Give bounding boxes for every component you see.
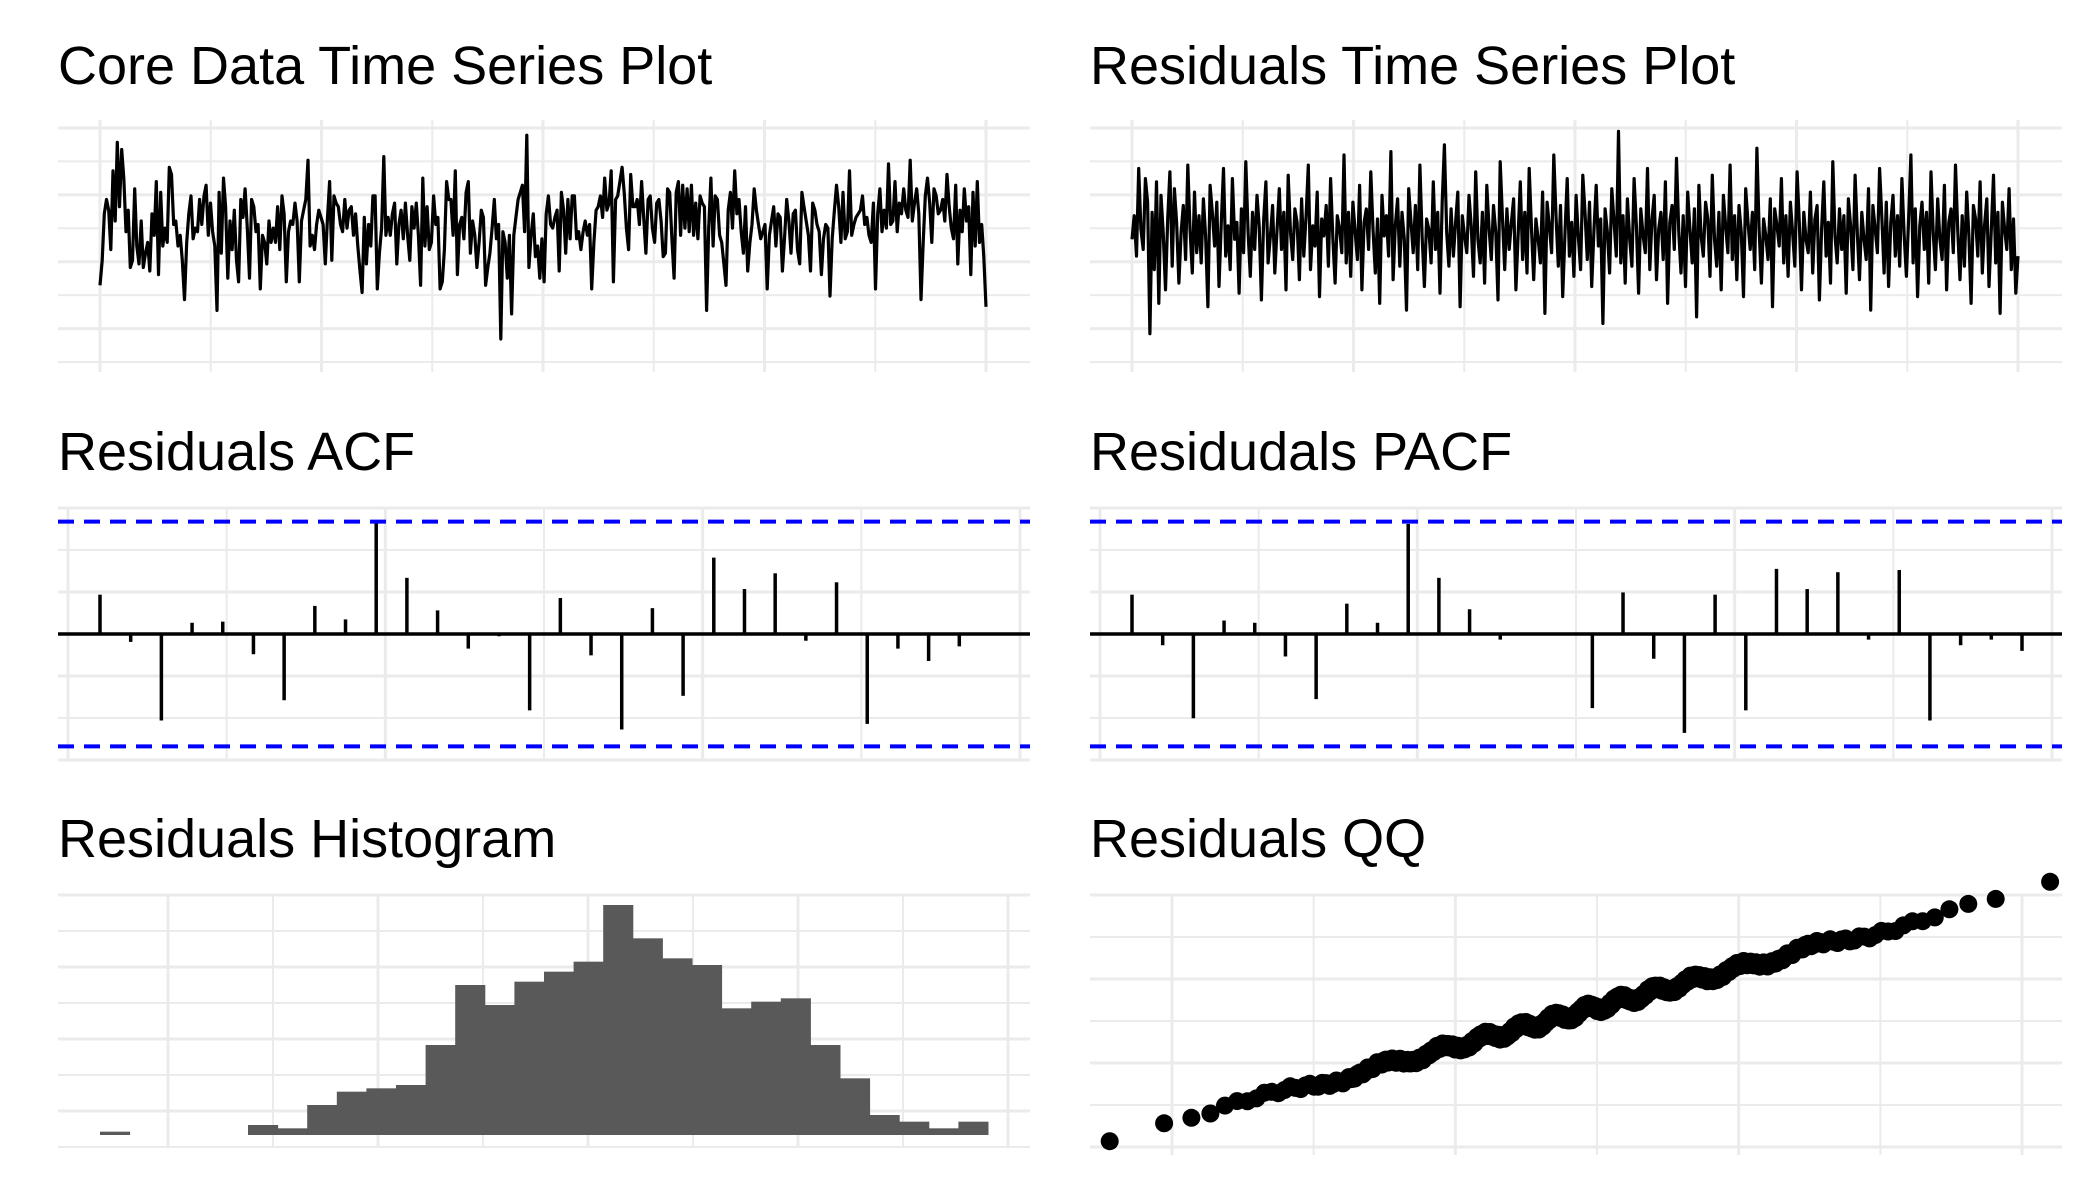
histogram-bars — [100, 905, 989, 1135]
hist-bar — [544, 971, 575, 1135]
qq-point — [1940, 900, 1959, 919]
pacf-title: Residudals PACF — [1090, 422, 1512, 482]
qq-point — [1201, 1104, 1220, 1123]
qq-title: Residuals QQ — [1090, 809, 1426, 869]
core-series — [98, 133, 988, 341]
hist-bar — [958, 1121, 989, 1135]
qq-point — [1959, 894, 1978, 913]
hist-bar — [277, 1128, 308, 1135]
qq-point — [1155, 1114, 1174, 1133]
qq-point — [2041, 872, 2060, 891]
qq-point — [1925, 908, 1944, 927]
panel-histogram: Residuals Histogram — [58, 809, 1030, 1148]
panel-residuals-ts: Residuals Time Series Plot — [1090, 36, 2062, 372]
qq-point — [1986, 889, 2005, 908]
panel-qq: Residuals QQ — [1090, 809, 2062, 1155]
qq-points — [1100, 872, 2060, 1151]
acf-marks — [58, 519, 1030, 749]
hist-bar — [721, 1008, 752, 1135]
hist-bar — [100, 1131, 131, 1135]
core-line — [98, 133, 988, 341]
hist-bar — [840, 1078, 871, 1135]
hist-bar — [396, 1085, 427, 1135]
hist-bar — [366, 1088, 397, 1135]
hist-bar — [662, 958, 693, 1135]
hist-bar — [780, 998, 811, 1135]
qq-point — [1100, 1132, 1119, 1151]
residuals-ts-title: Residuals Time Series Plot — [1090, 36, 1735, 96]
core-title: Core Data Time Series Plot — [58, 36, 712, 96]
hist-bar — [751, 1001, 782, 1135]
hist-bar — [603, 905, 634, 1135]
hist-bar — [692, 965, 723, 1135]
hist-bar — [869, 1115, 900, 1135]
hist-bar — [248, 1125, 279, 1135]
panel-acf: Residuals ACF — [58, 422, 1030, 762]
panel-core: Core Data Time Series Plot — [58, 36, 1030, 372]
hist-bar — [632, 938, 663, 1135]
residuals-ts-series — [1130, 129, 2020, 336]
acf-title: Residuals ACF — [58, 422, 415, 482]
hist-bar — [455, 985, 486, 1135]
panel-pacf: Residudals PACF — [1090, 422, 2062, 762]
histogram-title: Residuals Histogram — [58, 809, 556, 869]
hist-bar — [484, 1005, 515, 1135]
pacf-marks — [1090, 519, 2062, 749]
hist-bar — [307, 1105, 338, 1135]
qq-point — [1182, 1108, 1201, 1127]
hist-bar — [336, 1091, 367, 1135]
hist-bar — [899, 1121, 930, 1135]
hist-bar — [573, 961, 604, 1135]
hist-bar — [425, 1045, 456, 1135]
hist-bar — [928, 1128, 959, 1135]
hist-bar — [810, 1045, 841, 1135]
hist-bar — [514, 981, 545, 1135]
resid-line — [1130, 129, 2020, 336]
